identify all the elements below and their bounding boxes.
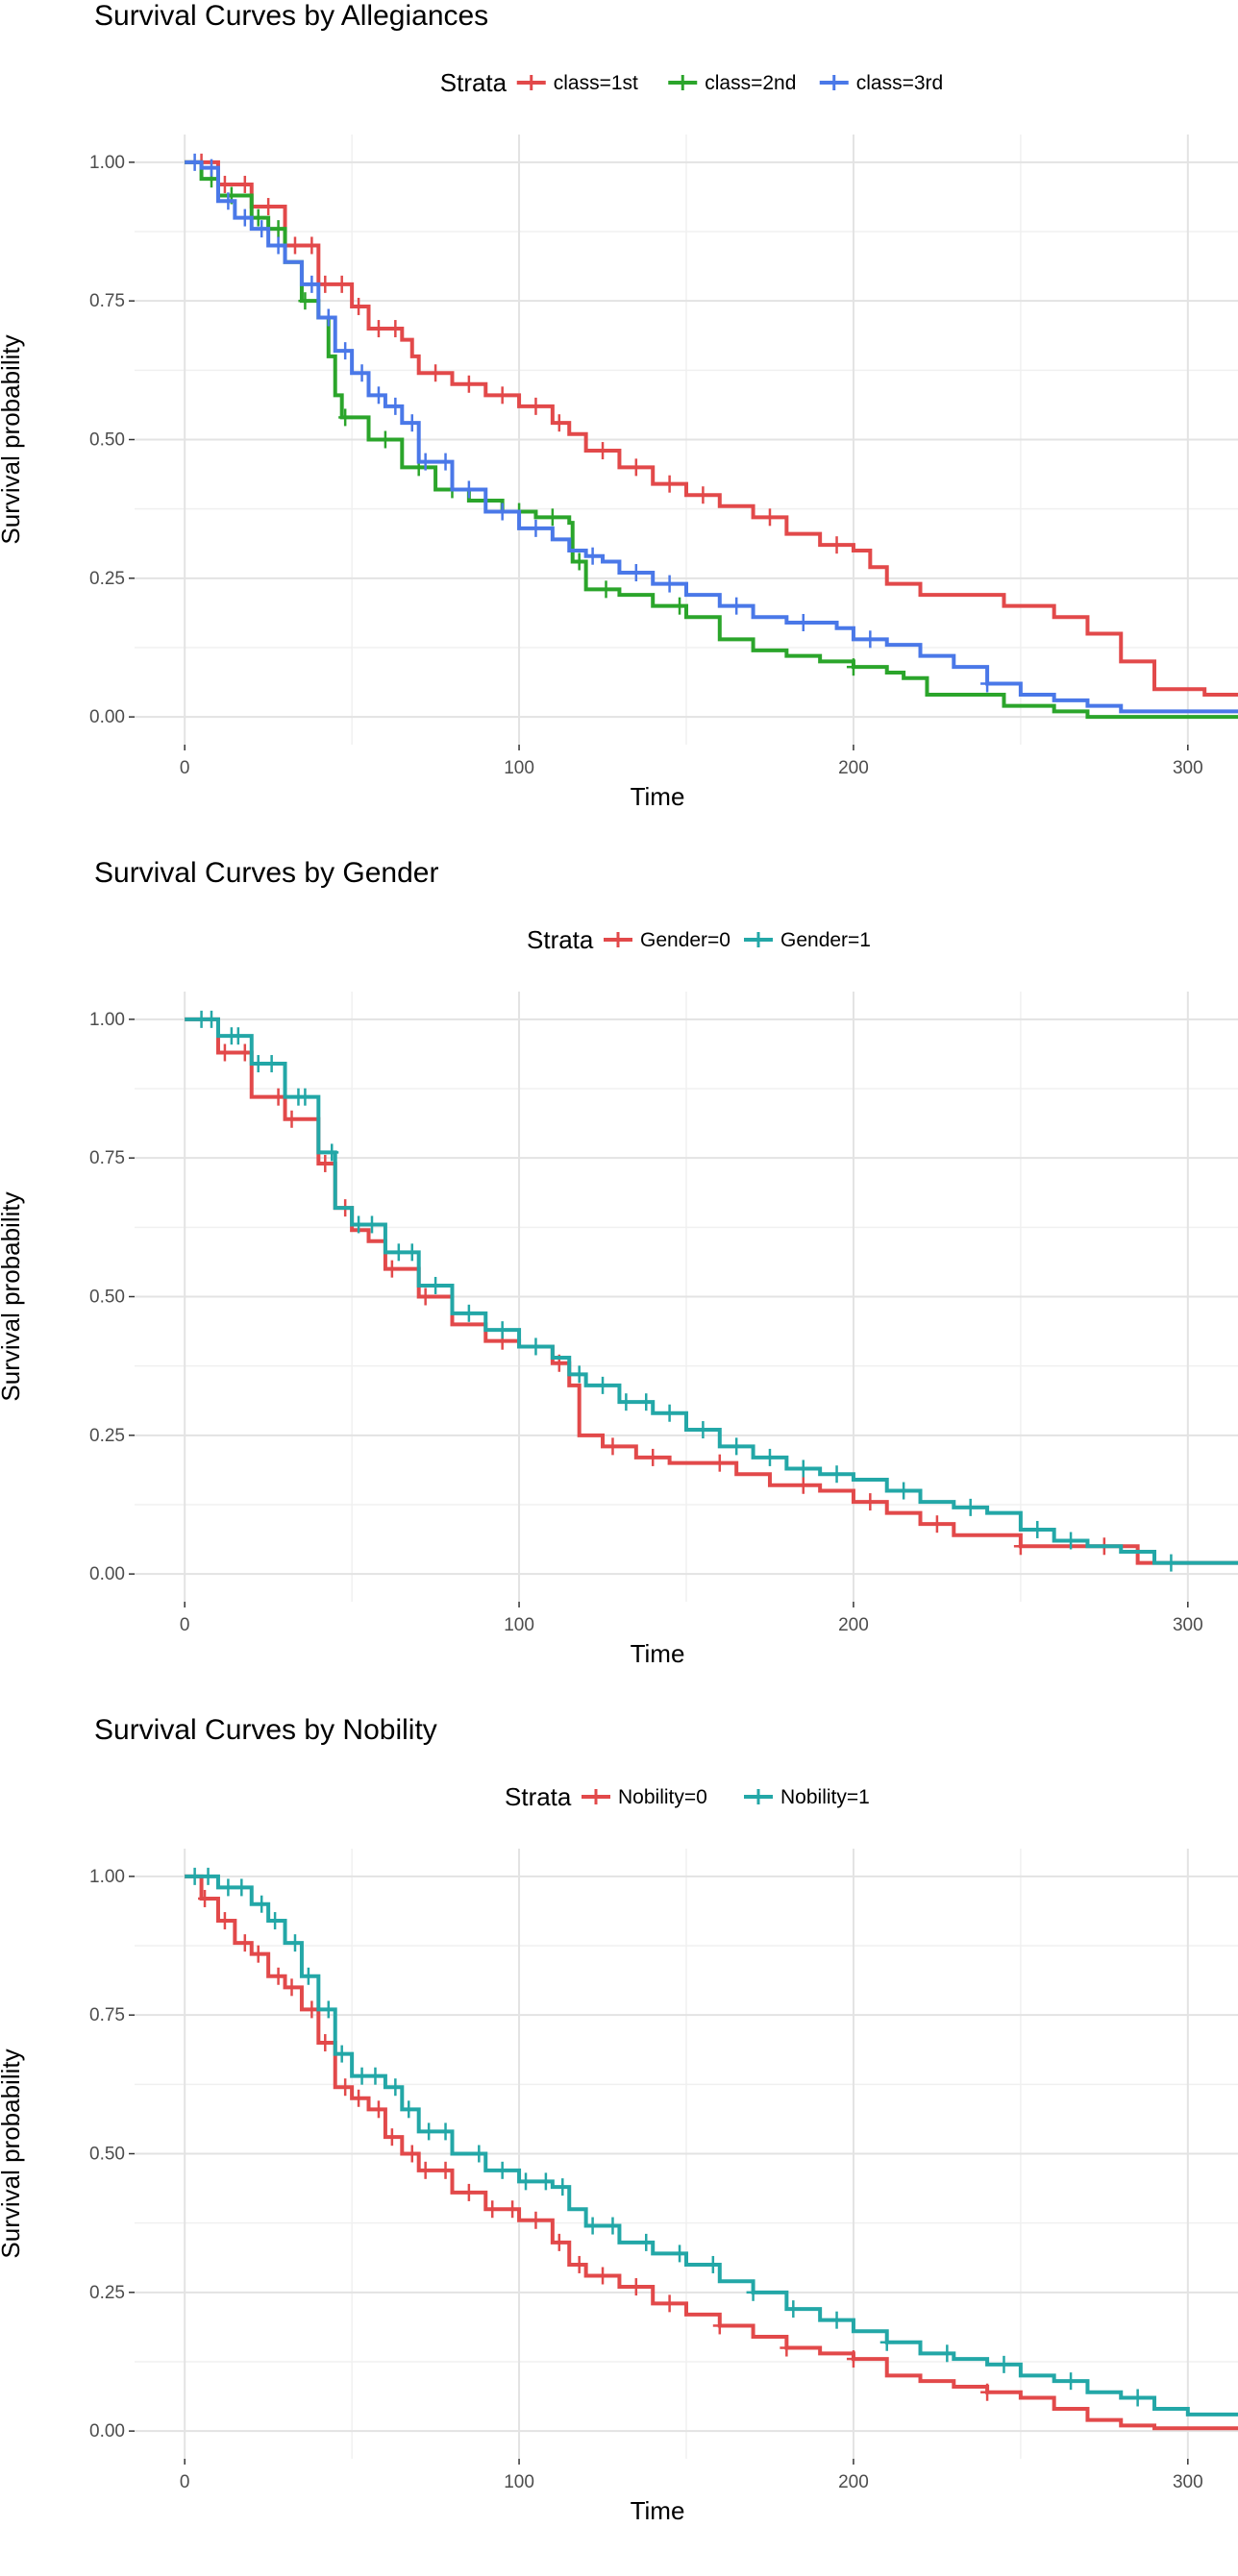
y-tick-label: 0.50 bbox=[89, 2145, 125, 2165]
series-gender-0 bbox=[185, 1017, 1238, 1565]
legend-title: Strata bbox=[440, 68, 508, 97]
chart-title: Survival Curves by Allegiances bbox=[94, 0, 488, 32]
chart-title: Survival Curves by Nobility bbox=[94, 1714, 437, 1746]
y-tick-label: 0.75 bbox=[89, 1148, 125, 1168]
survival-curve-line bbox=[185, 159, 1238, 698]
x-tick-label: 0 bbox=[180, 2472, 190, 2492]
allegiance-survival-chart: Survival Curves by Allegiances Strata clas… bbox=[0, 0, 1238, 862]
legend-label: class=1st bbox=[554, 72, 638, 94]
y-tick-label: 0.00 bbox=[89, 707, 125, 727]
legend-key-nobility-0 bbox=[582, 1789, 610, 1804]
legend-key-class-3rd bbox=[819, 75, 849, 90]
survival-curve-line bbox=[185, 1017, 1238, 1565]
x-tick-label: 100 bbox=[504, 1615, 534, 1635]
chart-title: Survival Curves by Gender bbox=[94, 857, 438, 889]
survival-curve-line bbox=[185, 1017, 1238, 1565]
y-tick-label: 0.25 bbox=[89, 2283, 125, 2303]
y-tick-label: 0.25 bbox=[89, 569, 125, 589]
legend-label: Nobility=0 bbox=[618, 1786, 707, 1808]
series-nobility-1 bbox=[185, 1867, 1238, 2417]
series-class-3rd bbox=[185, 153, 1238, 714]
legend-label: Gender=1 bbox=[780, 929, 871, 951]
legend-key-gender-1 bbox=[744, 932, 773, 947]
y-axis-label: Survival probability bbox=[0, 1191, 25, 1401]
x-tick-label: 100 bbox=[504, 758, 534, 778]
y-tick-label: 1.00 bbox=[89, 153, 125, 173]
x-tick-label: 300 bbox=[1173, 1615, 1203, 1635]
series-nobility-0 bbox=[185, 1874, 1238, 2431]
legend-title: Strata bbox=[527, 925, 594, 954]
x-tick-label: 100 bbox=[504, 2472, 534, 2492]
y-tick-label: 0.75 bbox=[89, 2005, 125, 2025]
x-tick-label: 200 bbox=[838, 758, 869, 778]
grid bbox=[135, 135, 1238, 745]
series-class-1st bbox=[185, 153, 1238, 698]
y-tick-label: 1.00 bbox=[89, 1010, 125, 1030]
x-tick-label: 0 bbox=[180, 1615, 190, 1635]
legend-label: Gender=0 bbox=[640, 929, 730, 951]
x-axis-label: Time bbox=[631, 2496, 685, 2525]
y-axis-label: Survival probability bbox=[0, 2049, 25, 2258]
x-tick-label: 0 bbox=[180, 758, 190, 778]
y-tick-label: 0.50 bbox=[89, 430, 125, 451]
legend-key-gender-0 bbox=[604, 932, 632, 947]
x-axis-label: Time bbox=[631, 782, 685, 811]
legend-label: class=2nd bbox=[705, 72, 796, 94]
legend-label: Nobility=1 bbox=[780, 1786, 870, 1808]
chart-svg: Survival Curves by Nobility Strata Nobilit… bbox=[0, 1714, 1238, 2525]
series-gender-1 bbox=[185, 1010, 1238, 1572]
y-axis-label: Survival probability bbox=[0, 334, 25, 544]
survival-curve-line bbox=[185, 1874, 1238, 2431]
gender-survival-chart: Survival Curves by Gender Strata Gender=0 G… bbox=[0, 857, 1238, 1719]
legend: Strata class=1st class=2nd class=3rd bbox=[440, 68, 943, 97]
chart-svg: Survival Curves by Gender Strata Gender=0 G… bbox=[0, 857, 1238, 1668]
x-tick-label: 200 bbox=[838, 2472, 869, 2492]
legend: Strata Gender=0 Gender=1 bbox=[527, 925, 871, 954]
survival-curve-line bbox=[185, 159, 1238, 714]
legend: Strata Nobility=0 Nobility=1 bbox=[505, 1782, 870, 1811]
y-tick-label: 1.00 bbox=[89, 1867, 125, 1887]
grid bbox=[135, 992, 1238, 1602]
y-tick-label: 0.50 bbox=[89, 1288, 125, 1308]
legend-key-nobility-1 bbox=[744, 1789, 773, 1804]
y-tick-label: 0.00 bbox=[89, 2421, 125, 2441]
y-tick-label: 0.00 bbox=[89, 1564, 125, 1584]
legend-label: class=3rd bbox=[856, 72, 943, 94]
legend-key-class-2nd bbox=[668, 75, 698, 90]
y-tick-label: 0.25 bbox=[89, 1426, 125, 1446]
survival-curve-line bbox=[185, 1874, 1238, 2417]
legend-key-class-1st bbox=[516, 75, 546, 90]
chart-svg: Survival Curves by Allegiances Strata clas… bbox=[0, 0, 1238, 811]
nobility-survival-chart: Survival Curves by Nobility Strata Nobilit… bbox=[0, 1714, 1238, 2576]
x-axis-label: Time bbox=[631, 1639, 685, 1668]
legend-title: Strata bbox=[505, 1782, 572, 1811]
y-tick-label: 0.75 bbox=[89, 291, 125, 311]
grid bbox=[135, 1849, 1238, 2459]
x-tick-label: 200 bbox=[838, 1615, 869, 1635]
x-tick-label: 300 bbox=[1173, 2472, 1203, 2492]
x-tick-label: 300 bbox=[1173, 758, 1203, 778]
